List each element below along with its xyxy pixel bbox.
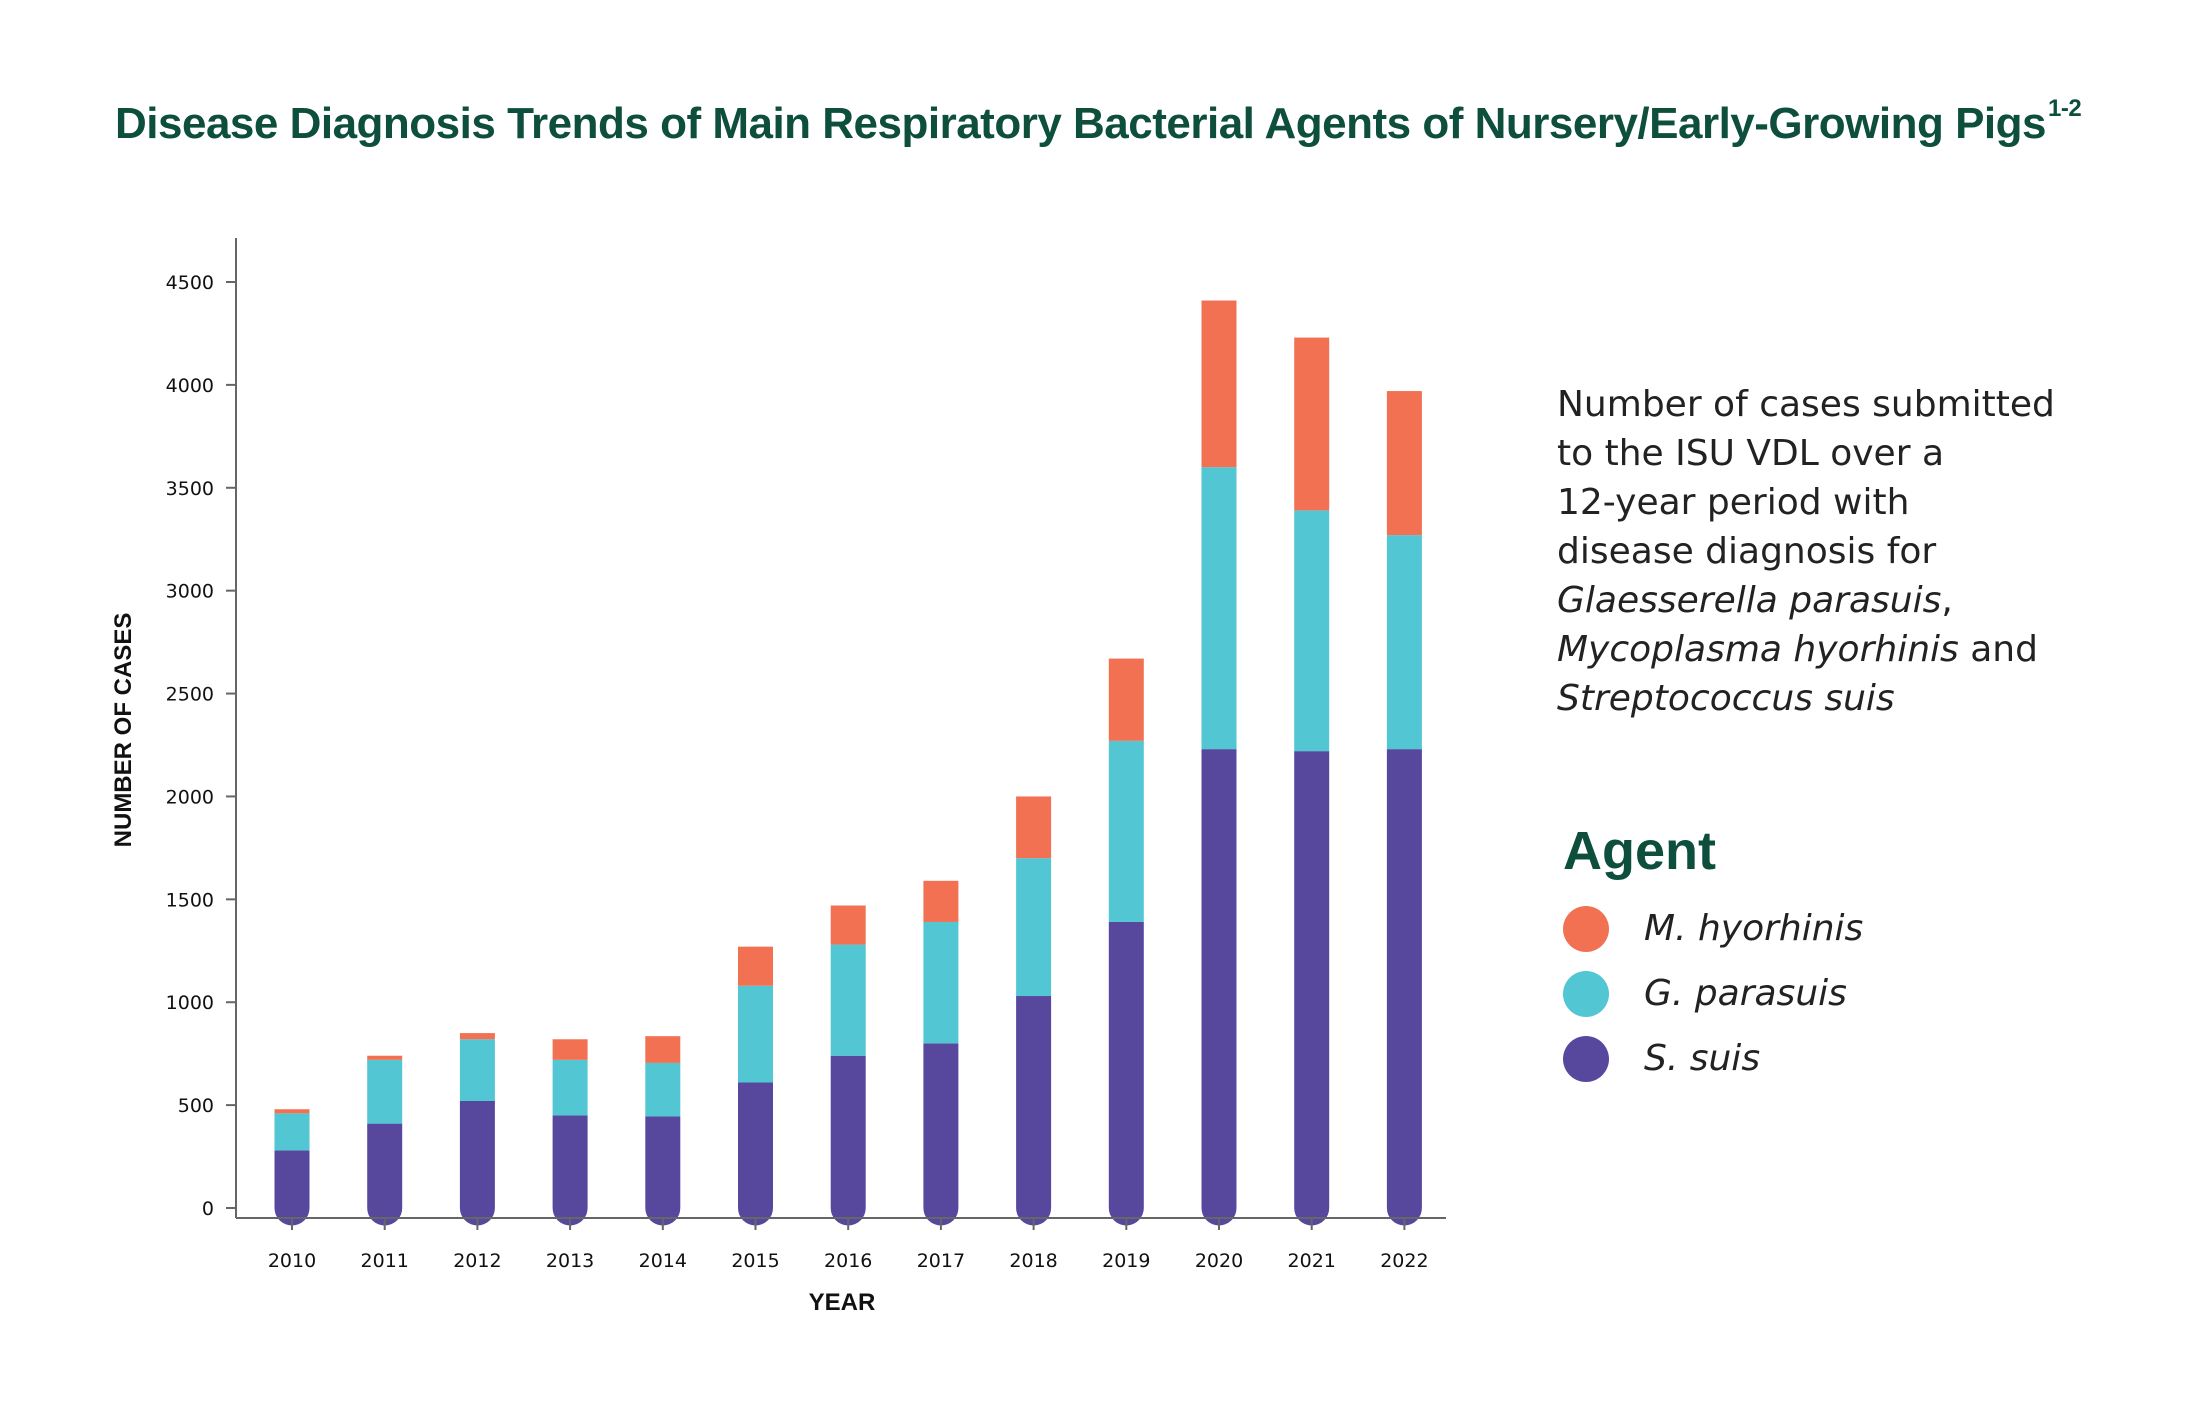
bar-m-hyorhinis-2014 <box>645 1036 681 1063</box>
legend-item-g-parasuis: G. parasuis <box>1563 961 1863 1026</box>
description-note: Number of cases submitted to the ISU VDL… <box>1557 380 2157 723</box>
legend-swatch-m-hyorhinis <box>1563 905 1609 952</box>
bar-g-parasuis-2022 <box>1386 535 1422 750</box>
bar-g-parasuis-2015 <box>738 985 773 1083</box>
legend-title: Agent <box>1563 821 1716 881</box>
bar-m-hyorhinis-2013 <box>552 1039 588 1060</box>
legend-label-m-hyorhinis: M. hyorhinis <box>1644 908 1864 949</box>
bar-s-suis-2018 <box>1016 996 1052 1226</box>
bar-s-suis-2017 <box>923 1043 959 1226</box>
note-line-6: Mycoplasma hyorhinis and <box>1557 625 2157 674</box>
bar-s-suis-2022 <box>1386 749 1422 1226</box>
x-tick-label: 2022 <box>1380 1250 1428 1272</box>
note-separator: , <box>1941 580 1953 621</box>
bar-s-suis-2015 <box>738 1082 773 1226</box>
note-conjunction: and <box>1958 629 2038 670</box>
bar-m-hyorhinis-2010 <box>274 1109 310 1114</box>
note-line-3: 12-year period with <box>1557 482 1910 523</box>
bar-m-hyorhinis-2019 <box>1108 658 1144 741</box>
x-tick-label: 2020 <box>1195 1250 1243 1272</box>
note-line-2: to the ISU VDL over a <box>1557 433 1944 474</box>
x-tick-label: 2010 <box>268 1250 316 1272</box>
bar-g-parasuis-2010 <box>274 1113 310 1151</box>
bar-s-suis-2021 <box>1294 751 1330 1226</box>
legend: Agent M. hyorhinis G. parasuis S. suis <box>1563 820 1863 1091</box>
bar-g-parasuis-2014 <box>645 1062 681 1117</box>
y-axis-title: NUMBER OF CASES <box>110 613 137 848</box>
y-tick-label: 3500 <box>166 478 214 500</box>
x-axis-ticks: 2010 2011 2012 2013 2014 2015 2016 2017 2018 2019… <box>268 1218 1429 1272</box>
y-tick-label: 2500 <box>166 684 214 706</box>
bar-m-hyorhinis-2011 <box>367 1055 403 1060</box>
bar-s-suis-2011 <box>367 1123 403 1226</box>
x-tick-label: 2014 <box>639 1250 687 1272</box>
legend-label-g-parasuis: G. parasuis <box>1644 973 1847 1014</box>
legend-swatch-s-suis <box>1563 1035 1609 1082</box>
note-species-streptococcus: Streptococcus suis <box>1557 678 1895 719</box>
bar-m-hyorhinis-2016 <box>830 905 866 945</box>
bar-m-hyorhinis-2015 <box>738 946 773 986</box>
bar-g-parasuis-2021 <box>1294 510 1330 752</box>
note-line-5: Glaesserella parasuis, <box>1557 576 2157 625</box>
note-line-1: Number of cases submitted <box>1557 384 2055 425</box>
y-tick-label: 2000 <box>166 786 214 808</box>
bar-g-parasuis-2016 <box>830 944 866 1056</box>
bar-m-hyorhinis-2021 <box>1294 337 1330 511</box>
bar-m-hyorhinis-2020 <box>1201 300 1237 468</box>
x-tick-label: 2019 <box>1102 1250 1150 1272</box>
y-tick-label: 1500 <box>166 889 214 911</box>
note-line-7: Streptococcus suis <box>1557 674 2157 723</box>
y-tick-label: 0 <box>202 1198 214 1220</box>
bar-g-parasuis-2012 <box>459 1039 495 1101</box>
y-axis-ticks: 0 500 1000 1500 2000 2500 3000 3500 4000 4500 <box>166 272 236 1220</box>
bar-s-suis-2013 <box>552 1115 588 1226</box>
bar-g-parasuis-2019 <box>1108 740 1144 922</box>
x-tick-label: 2013 <box>546 1250 594 1272</box>
x-tick-label: 2015 <box>731 1250 779 1272</box>
bar-g-parasuis-2017 <box>923 921 959 1044</box>
bar-s-suis-2016 <box>830 1055 866 1226</box>
bar-s-suis-2019 <box>1108 921 1144 1226</box>
note-species-glaesserella: Glaesserella parasuis <box>1557 580 1942 621</box>
x-tick-label: 2021 <box>1288 1250 1336 1272</box>
bar-m-hyorhinis-2017 <box>923 880 959 922</box>
y-tick-label: 500 <box>178 1095 214 1117</box>
bars-group <box>274 300 1422 1226</box>
bar-g-parasuis-2018 <box>1016 858 1052 997</box>
x-tick-label: 2018 <box>1009 1250 1057 1272</box>
bar-s-suis-2014 <box>645 1116 681 1226</box>
legend-swatch-g-parasuis <box>1563 970 1609 1017</box>
bar-s-suis-2010 <box>274 1150 310 1226</box>
bar-g-parasuis-2011 <box>367 1059 403 1124</box>
bar-g-parasuis-2013 <box>552 1059 588 1116</box>
x-tick-label: 2011 <box>361 1250 409 1272</box>
x-tick-label: 2017 <box>917 1250 965 1272</box>
y-tick-label: 3000 <box>166 581 214 603</box>
legend-label-s-suis: S. suis <box>1644 1038 1761 1079</box>
note-line-4: disease diagnosis for <box>1557 531 1937 572</box>
x-tick-label: 2012 <box>453 1250 501 1272</box>
x-tick-label: 2016 <box>824 1250 872 1272</box>
legend-item-s-suis: S. suis <box>1563 1026 1863 1091</box>
note-species-mycoplasma: Mycoplasma hyorhinis <box>1557 629 1959 670</box>
chart-title: Disease Diagnosis Trends of Main Respira… <box>115 95 2082 148</box>
y-tick-label: 1000 <box>166 992 214 1014</box>
x-axis-title: YEAR <box>809 1289 876 1316</box>
legend-item-m-hyorhinis: M. hyorhinis <box>1563 896 1863 961</box>
y-tick-label: 4000 <box>166 375 214 397</box>
bar-m-hyorhinis-2022 <box>1386 391 1422 536</box>
bar-m-hyorhinis-2018 <box>1016 796 1052 859</box>
stacked-bar-chart: 0 500 1000 1500 2000 2500 3000 3500 4000 4500 201… <box>110 238 1446 1316</box>
bar-g-parasuis-2020 <box>1201 467 1237 750</box>
bar-s-suis-2020 <box>1201 749 1237 1226</box>
bar-m-hyorhinis-2012 <box>459 1033 495 1040</box>
title-superscript: 1-2 <box>2048 95 2082 122</box>
y-tick-label: 4500 <box>166 272 214 294</box>
bar-s-suis-2012 <box>459 1100 495 1226</box>
